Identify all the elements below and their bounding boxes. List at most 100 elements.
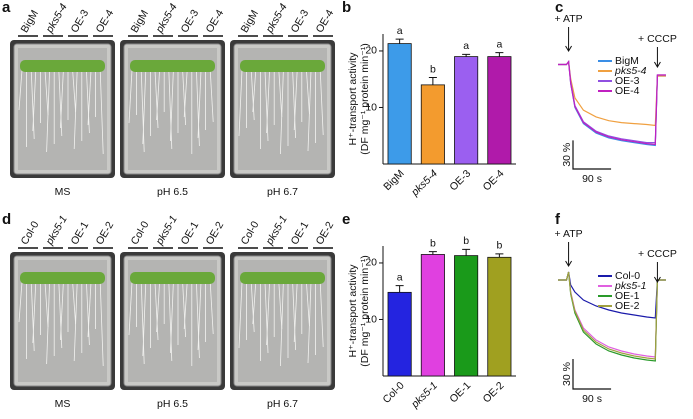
genotype-label: Col-0 bbox=[19, 219, 42, 247]
trace bbox=[558, 271, 666, 360]
genotype-label: OE-2 bbox=[94, 220, 117, 247]
root bbox=[99, 281, 104, 367]
root bbox=[86, 69, 90, 134]
condition-label: pH 6.5 bbox=[157, 186, 188, 198]
root bbox=[60, 69, 64, 129]
root bbox=[183, 281, 188, 330]
significance-letter: a bbox=[496, 38, 502, 50]
root bbox=[306, 69, 310, 115]
bar bbox=[420, 84, 445, 165]
root bbox=[196, 69, 200, 147]
genotype-label: pks5-4 bbox=[43, 1, 70, 35]
root bbox=[87, 281, 92, 338]
annotation: + ATP bbox=[555, 228, 583, 240]
genotype-label: pks5-1 bbox=[43, 214, 70, 248]
legend-label: BigM bbox=[615, 55, 639, 67]
root bbox=[60, 281, 64, 341]
root bbox=[168, 69, 173, 150]
genotype-label: pks5-4 bbox=[263, 1, 290, 35]
root bbox=[196, 281, 200, 359]
arrow bbox=[565, 242, 573, 267]
legend-label: OE-3 bbox=[615, 75, 640, 87]
root bbox=[99, 69, 104, 155]
root bbox=[44, 69, 49, 116]
y-tick-label: 10 bbox=[365, 313, 377, 325]
root bbox=[238, 281, 243, 349]
legend-label: OE-1 bbox=[615, 290, 640, 302]
root bbox=[182, 281, 186, 338]
root bbox=[156, 281, 160, 333]
root bbox=[238, 69, 243, 137]
x-tick-label: pks5-4 bbox=[408, 167, 440, 199]
genotype-label: Col-0 bbox=[129, 219, 152, 247]
genotype-label: OE-4 bbox=[94, 8, 117, 35]
root bbox=[252, 281, 257, 325]
root bbox=[58, 281, 63, 349]
condition-label: pH 6.7 bbox=[267, 398, 298, 410]
bar bbox=[387, 43, 412, 165]
seedlings bbox=[20, 60, 105, 72]
legend-label: pks5-1 bbox=[614, 280, 647, 292]
significance-letter: b bbox=[463, 235, 469, 247]
genotype-label: pks5-1 bbox=[263, 214, 290, 248]
root bbox=[46, 69, 50, 153]
panel-label: e bbox=[342, 211, 350, 228]
genotype-label: pks5-4 bbox=[153, 1, 180, 35]
y-tick-label: 20 bbox=[365, 257, 377, 269]
seedlings bbox=[240, 272, 325, 284]
genotype-label: OE-1 bbox=[179, 220, 202, 247]
root bbox=[86, 281, 90, 346]
root bbox=[293, 69, 298, 131]
genotype-label: OE-4 bbox=[314, 8, 337, 35]
root bbox=[73, 281, 78, 362]
root bbox=[30, 69, 35, 140]
error-bar bbox=[395, 38, 404, 44]
condition-label: MS bbox=[55, 186, 71, 198]
seedlings bbox=[130, 272, 215, 284]
root bbox=[72, 281, 76, 325]
root bbox=[140, 281, 145, 365]
trace bbox=[558, 60, 666, 146]
root bbox=[170, 69, 174, 142]
genotype-label: OE-1 bbox=[289, 220, 312, 247]
panel-label: b bbox=[342, 0, 351, 16]
y-axis-label: (DF mg⁻¹ protein min⁻¹) bbox=[359, 43, 371, 154]
condition-label: MS bbox=[55, 398, 71, 410]
significance-letter: b bbox=[430, 63, 436, 75]
genotype-label: OE-1 bbox=[69, 220, 92, 247]
annotation: + CCCP bbox=[638, 248, 677, 260]
arrow bbox=[565, 27, 573, 52]
arrow bbox=[653, 47, 661, 68]
bar bbox=[454, 56, 479, 165]
root bbox=[209, 281, 214, 335]
y-tick-label: 20 bbox=[365, 45, 377, 57]
error-bar bbox=[428, 77, 437, 85]
root bbox=[266, 69, 270, 134]
legend-label: OE-2 bbox=[615, 300, 640, 312]
scale-label: 30 % bbox=[561, 362, 573, 386]
genotype-label: pks5-1 bbox=[153, 214, 180, 248]
root bbox=[168, 281, 173, 362]
root bbox=[278, 281, 283, 330]
root bbox=[307, 281, 312, 364]
root bbox=[142, 69, 147, 145]
root bbox=[307, 69, 312, 152]
significance-letter: b bbox=[496, 240, 502, 252]
root bbox=[197, 69, 202, 139]
y-axis-label: H⁺-transport activity bbox=[347, 264, 359, 358]
genotype-label: Col-0 bbox=[239, 219, 262, 247]
root bbox=[46, 281, 50, 365]
root bbox=[73, 69, 78, 150]
root bbox=[319, 281, 324, 348]
panel-label: d bbox=[2, 211, 11, 228]
root bbox=[18, 281, 23, 323]
scale-bar bbox=[572, 140, 612, 170]
y-axis-label: (DF mg⁻¹ protein min⁻¹) bbox=[359, 255, 371, 366]
root bbox=[32, 69, 37, 132]
significance-letter: a bbox=[397, 271, 403, 283]
x-tick-label: OE-3 bbox=[447, 167, 473, 193]
error-bar bbox=[462, 53, 471, 57]
root bbox=[170, 281, 174, 354]
root bbox=[306, 281, 310, 327]
significance-letter: a bbox=[397, 25, 403, 37]
